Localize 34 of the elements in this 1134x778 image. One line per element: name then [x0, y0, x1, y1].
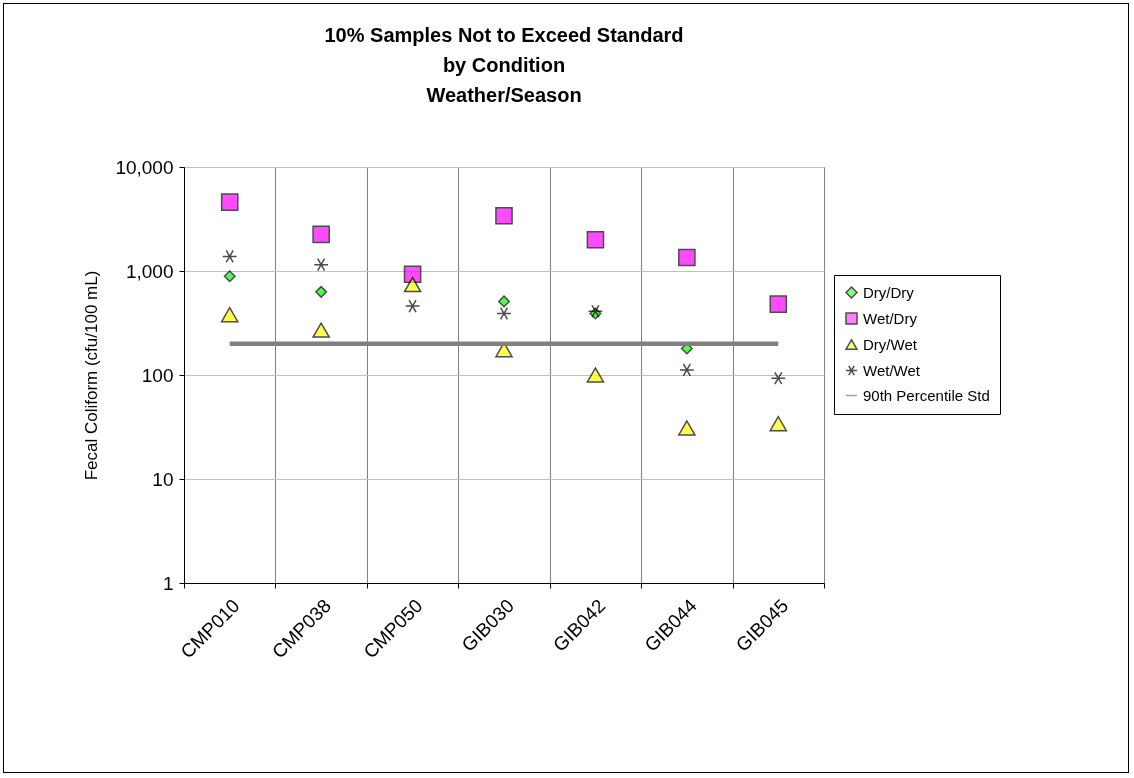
chart-title: 10% Samples Not to Exceed Standard by Condition Weather/Season — [324, 24, 684, 106]
point — [498, 295, 510, 308]
y-tick-label: 1,000 — [125, 260, 174, 282]
point — [312, 225, 330, 244]
legend-label: Dry/Wet — [863, 335, 918, 353]
point — [770, 371, 786, 385]
point — [312, 322, 330, 338]
legend-label: Dry/Dry — [863, 283, 915, 301]
point — [315, 285, 328, 298]
point — [313, 257, 329, 272]
point — [678, 420, 696, 436]
legend-label: 90th Percentile Std — [863, 386, 990, 404]
point — [403, 276, 422, 293]
point — [220, 193, 239, 211]
point — [769, 415, 788, 432]
y-tick-label: 1 — [162, 572, 174, 594]
point — [769, 295, 788, 313]
y-axis-title: Fecal Coliform (cfu/100 mL) — [82, 270, 102, 481]
point — [586, 230, 605, 249]
legend-label: Wet/Wet — [863, 361, 921, 379]
point — [220, 306, 239, 323]
point — [222, 249, 238, 264]
point — [404, 299, 421, 313]
legend-label: Wet/Dry — [863, 309, 918, 327]
point — [679, 363, 695, 377]
point — [495, 206, 513, 225]
point — [678, 248, 696, 267]
point — [403, 265, 422, 284]
y-tick-label: 10,000 — [115, 156, 174, 178]
y-tick-label: 100 — [141, 364, 174, 386]
y-tick-label: 10 — [152, 468, 174, 490]
point — [223, 270, 236, 283]
point — [586, 367, 605, 383]
point — [496, 306, 512, 321]
